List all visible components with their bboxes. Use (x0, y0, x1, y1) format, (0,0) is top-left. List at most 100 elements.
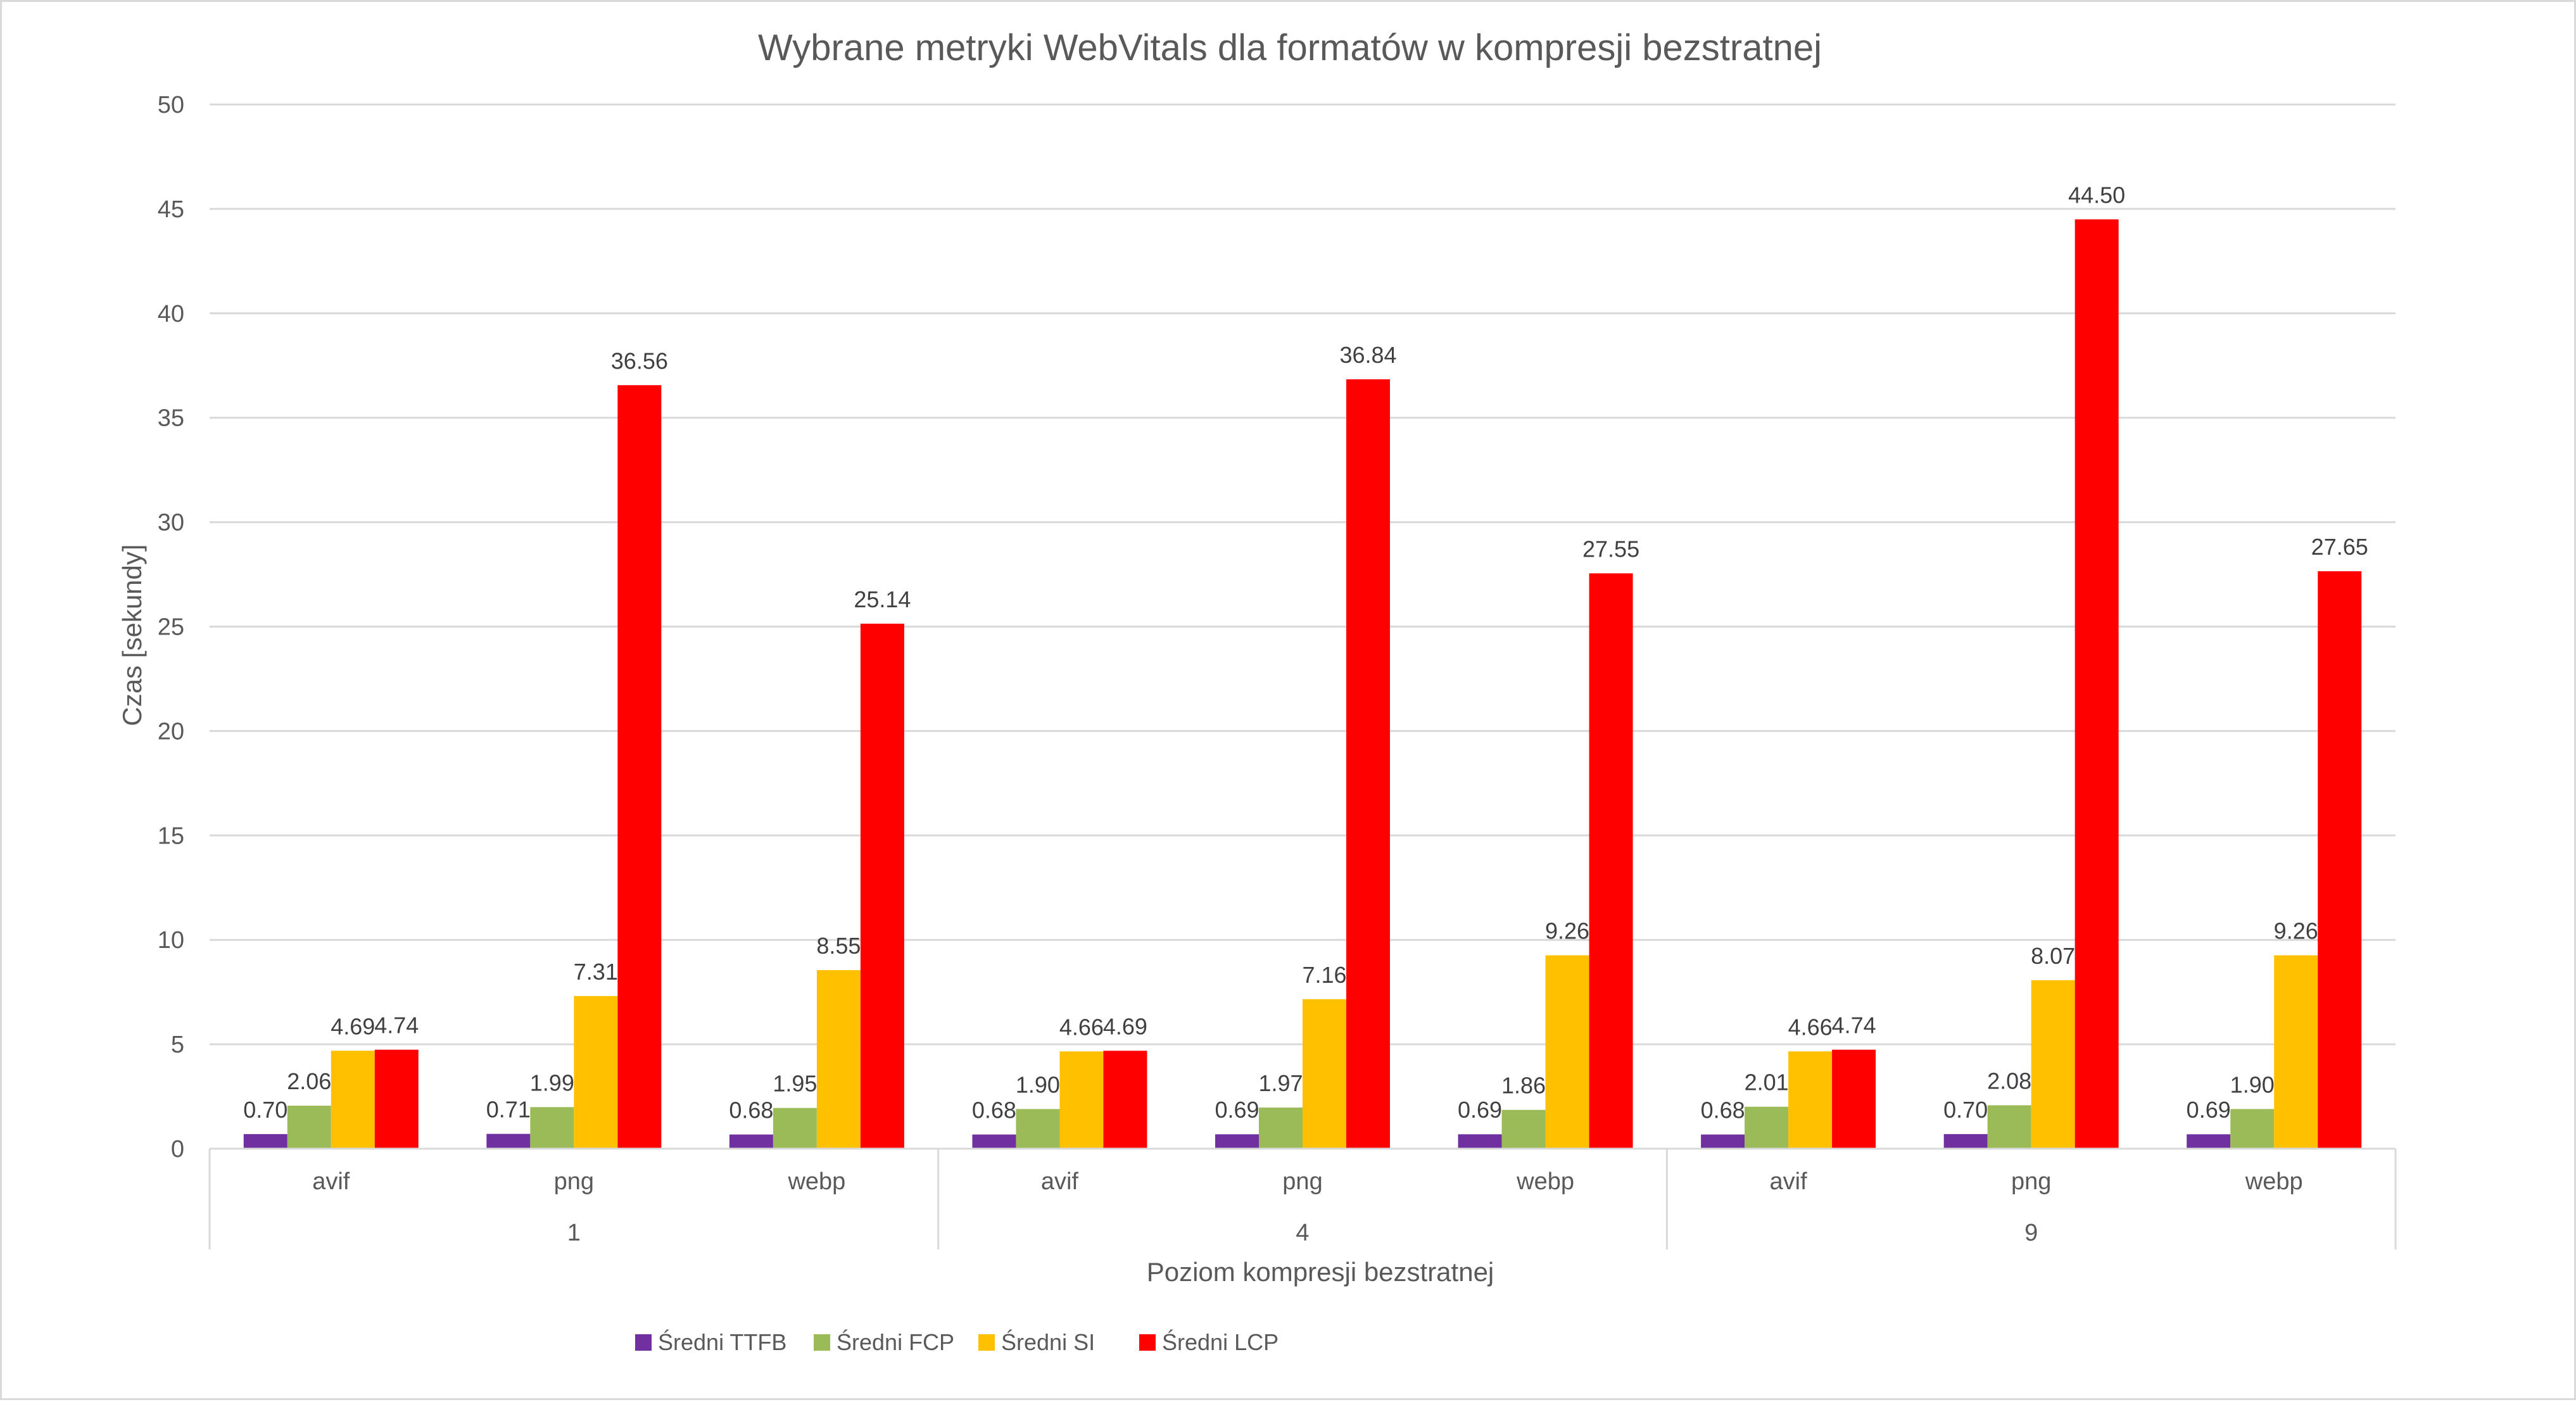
bar (1458, 1134, 1502, 1149)
x-category-label: png (2011, 1168, 2051, 1195)
y-tick-label: 40 (158, 301, 184, 327)
legend-swatch (978, 1334, 995, 1351)
x-category-label: webp (787, 1168, 845, 1195)
x-axis: avif png webp avif png webp avif png webp 1 4 9 (208, 1147, 2397, 1249)
x-category-label: avif (1041, 1168, 1079, 1195)
y-tick-label: 15 (158, 823, 184, 849)
bar (486, 1134, 531, 1149)
bar (243, 1134, 287, 1149)
x-category-label: avif (312, 1168, 350, 1195)
legend-item: Średni LCP (1139, 1329, 1279, 1355)
data-label: 1.97 (1258, 1070, 1303, 1096)
bar (287, 1106, 331, 1149)
bar (1501, 1109, 1546, 1149)
data-label: 0.68 (1701, 1097, 1745, 1123)
bar (1303, 999, 1346, 1149)
legend-item: Średni TTFB (635, 1329, 786, 1355)
data-label: 0.69 (2187, 1097, 2231, 1123)
bar (2031, 980, 2075, 1149)
y-tick-label: 30 (158, 510, 184, 536)
data-label: 1.86 (1501, 1073, 1546, 1099)
bar (972, 1134, 1016, 1149)
data-label: 44.50 (2068, 182, 2125, 208)
chart-title: Wybrane metryki WebVitals dla formatów w… (758, 27, 1822, 68)
legend-swatch (1139, 1334, 1156, 1351)
bar (1701, 1134, 1745, 1149)
bar (1545, 955, 1589, 1149)
data-label: 4.69 (331, 1013, 375, 1039)
data-label: 2.06 (287, 1068, 331, 1094)
legend-label: Średni TTFB (658, 1329, 786, 1355)
bar (530, 1107, 574, 1149)
y-tick-label: 5 (171, 1032, 184, 1058)
data-label: 36.56 (611, 348, 668, 374)
bar (1059, 1051, 1104, 1149)
data-label: 0.69 (1458, 1097, 1502, 1123)
y-axis-title: Czas [sekundy] (117, 544, 147, 726)
legend-label: Średni LCP (1162, 1329, 1279, 1355)
data-label: 0.68 (972, 1097, 1016, 1123)
bar (2230, 1109, 2275, 1149)
data-label: 4.66 (1059, 1014, 1104, 1040)
data-label: 36.84 (1339, 342, 1396, 368)
data-label: 1.90 (1016, 1071, 1060, 1097)
y-tick-label: 45 (158, 196, 184, 223)
data-label: 7.31 (574, 959, 618, 985)
data-label: 2.01 (1745, 1070, 1789, 1096)
bar (860, 623, 904, 1149)
bar (617, 385, 662, 1149)
bar (1589, 573, 1633, 1149)
y-tick-label: 10 (158, 927, 184, 954)
y-tick-label: 25 (158, 614, 184, 641)
y-tick-label: 0 (171, 1136, 184, 1163)
legend-swatch (635, 1334, 652, 1351)
data-label: 0.70 (243, 1097, 287, 1123)
data-label: 2.08 (1987, 1068, 2031, 1094)
data-label: 0.70 (1943, 1097, 1988, 1123)
bar (1215, 1134, 1259, 1149)
bar (1346, 379, 1390, 1149)
bar (1832, 1049, 1876, 1149)
bar (1943, 1134, 1988, 1149)
data-label: 9.26 (1545, 918, 1589, 944)
x-category-label: png (1282, 1168, 1322, 1195)
legend-item: Średni FCP (814, 1329, 954, 1355)
bar (2187, 1134, 2231, 1149)
x-category-label: avif (1770, 1168, 1808, 1195)
data-label: 27.65 (2311, 534, 2368, 560)
x-group-label: 1 (567, 1220, 581, 1246)
bar (374, 1049, 419, 1149)
bar (1987, 1105, 2031, 1149)
x-category-label: webp (2245, 1168, 2303, 1195)
data-label: 0.71 (486, 1097, 531, 1123)
bar (2074, 219, 2119, 1149)
y-axis-ticks: 0 5 10 15 20 25 30 35 40 45 50 (158, 92, 184, 1163)
y-tick-label: 50 (158, 92, 184, 118)
legend: Średni TTFB Średni FCP Średni SI Średni LCP (635, 1329, 1279, 1355)
data-label: 4.74 (1832, 1013, 1876, 1039)
data-label: 4.74 (374, 1013, 419, 1039)
legend-label: Średni SI (1001, 1329, 1095, 1355)
bar (1745, 1106, 1789, 1149)
data-label: 7.16 (1302, 962, 1346, 988)
data-label: 8.55 (816, 933, 861, 959)
x-axis-title: Poziom kompresji bezstratnej (1147, 1257, 1494, 1287)
legend-swatch (814, 1334, 830, 1351)
bar (1103, 1051, 1147, 1149)
x-group-label: 9 (2024, 1220, 2038, 1246)
data-label: 4.66 (1788, 1014, 1833, 1040)
data-label: 1.99 (530, 1070, 574, 1096)
y-tick-label: 35 (158, 405, 184, 432)
bars (243, 219, 2362, 1149)
data-label: 0.68 (729, 1097, 773, 1123)
bar (2274, 955, 2318, 1149)
bar (2318, 571, 2362, 1149)
bar (816, 970, 861, 1149)
data-label: 8.07 (2031, 943, 2075, 969)
legend-label: Średni FCP (837, 1329, 954, 1355)
data-label: 4.69 (1103, 1013, 1147, 1039)
data-label: 1.90 (2230, 1071, 2275, 1097)
bar (1788, 1051, 1833, 1149)
